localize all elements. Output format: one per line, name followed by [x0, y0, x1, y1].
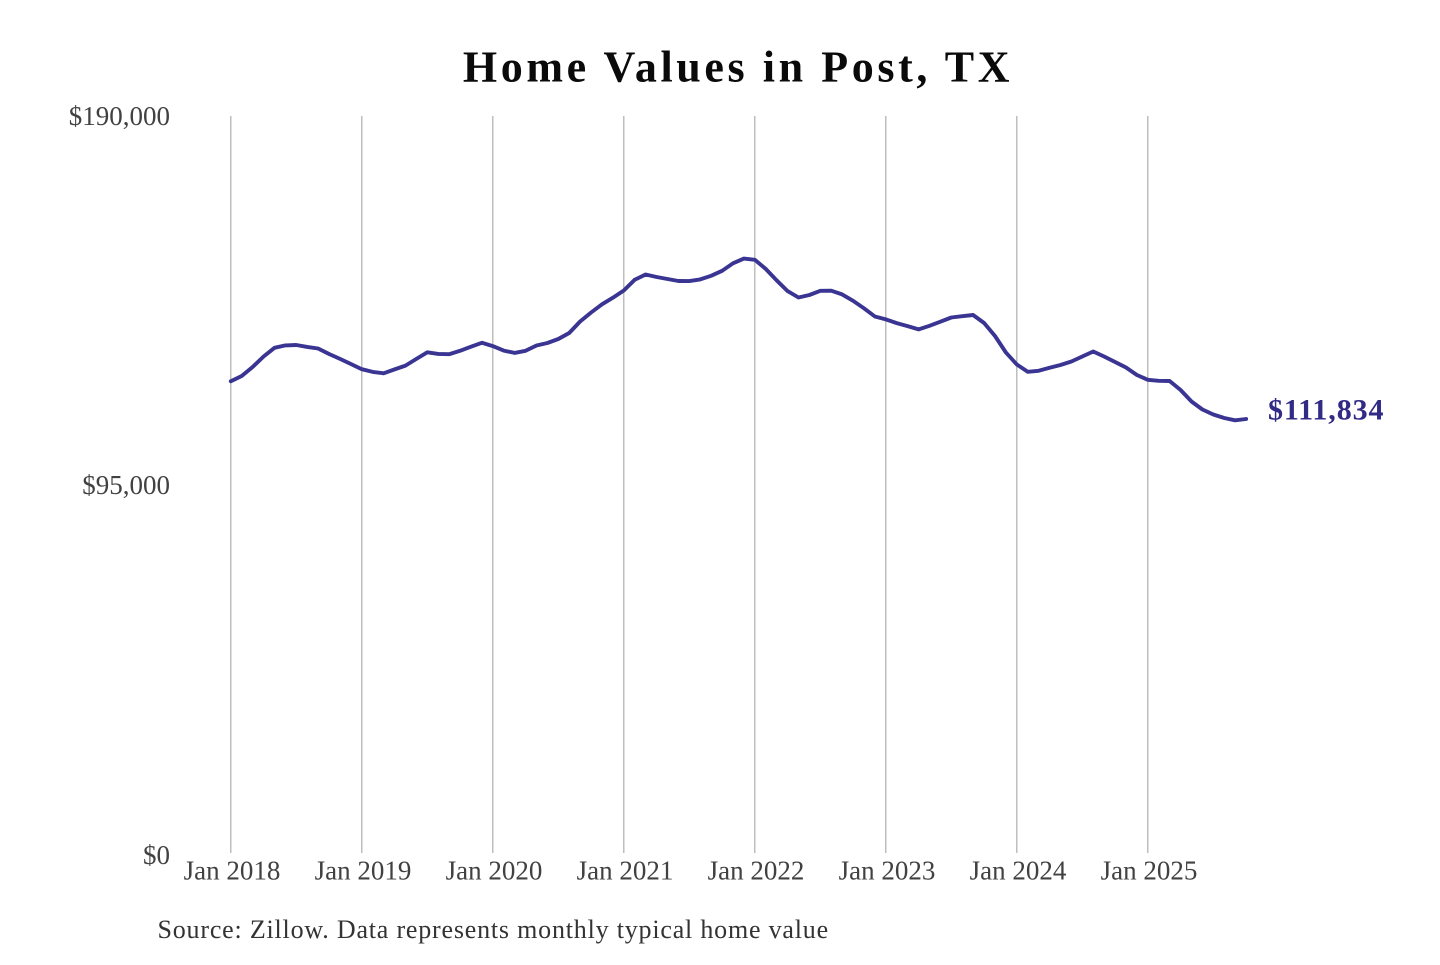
svg-text:$111,834: $111,834 [1268, 393, 1384, 426]
svg-text:Source: Zillow. Data represent: Source: Zillow. Data represents monthly … [158, 915, 829, 944]
svg-text:Jan 2023: Jan 2023 [839, 856, 936, 886]
svg-text:Jan 2021: Jan 2021 [577, 856, 674, 886]
svg-text:$0: $0 [143, 840, 170, 870]
svg-text:Home Values in Post, TX: Home Values in Post, TX [463, 43, 1013, 92]
svg-text:Jan 2018: Jan 2018 [184, 856, 281, 886]
svg-text:$95,000: $95,000 [82, 470, 170, 500]
svg-text:Jan 2024: Jan 2024 [970, 856, 1067, 886]
svg-text:Jan 2022: Jan 2022 [708, 856, 805, 886]
svg-text:Jan 2025: Jan 2025 [1101, 856, 1198, 886]
svg-text:Jan 2019: Jan 2019 [315, 856, 412, 886]
svg-text:$190,000: $190,000 [69, 101, 170, 131]
svg-text:Jan 2020: Jan 2020 [446, 856, 543, 886]
